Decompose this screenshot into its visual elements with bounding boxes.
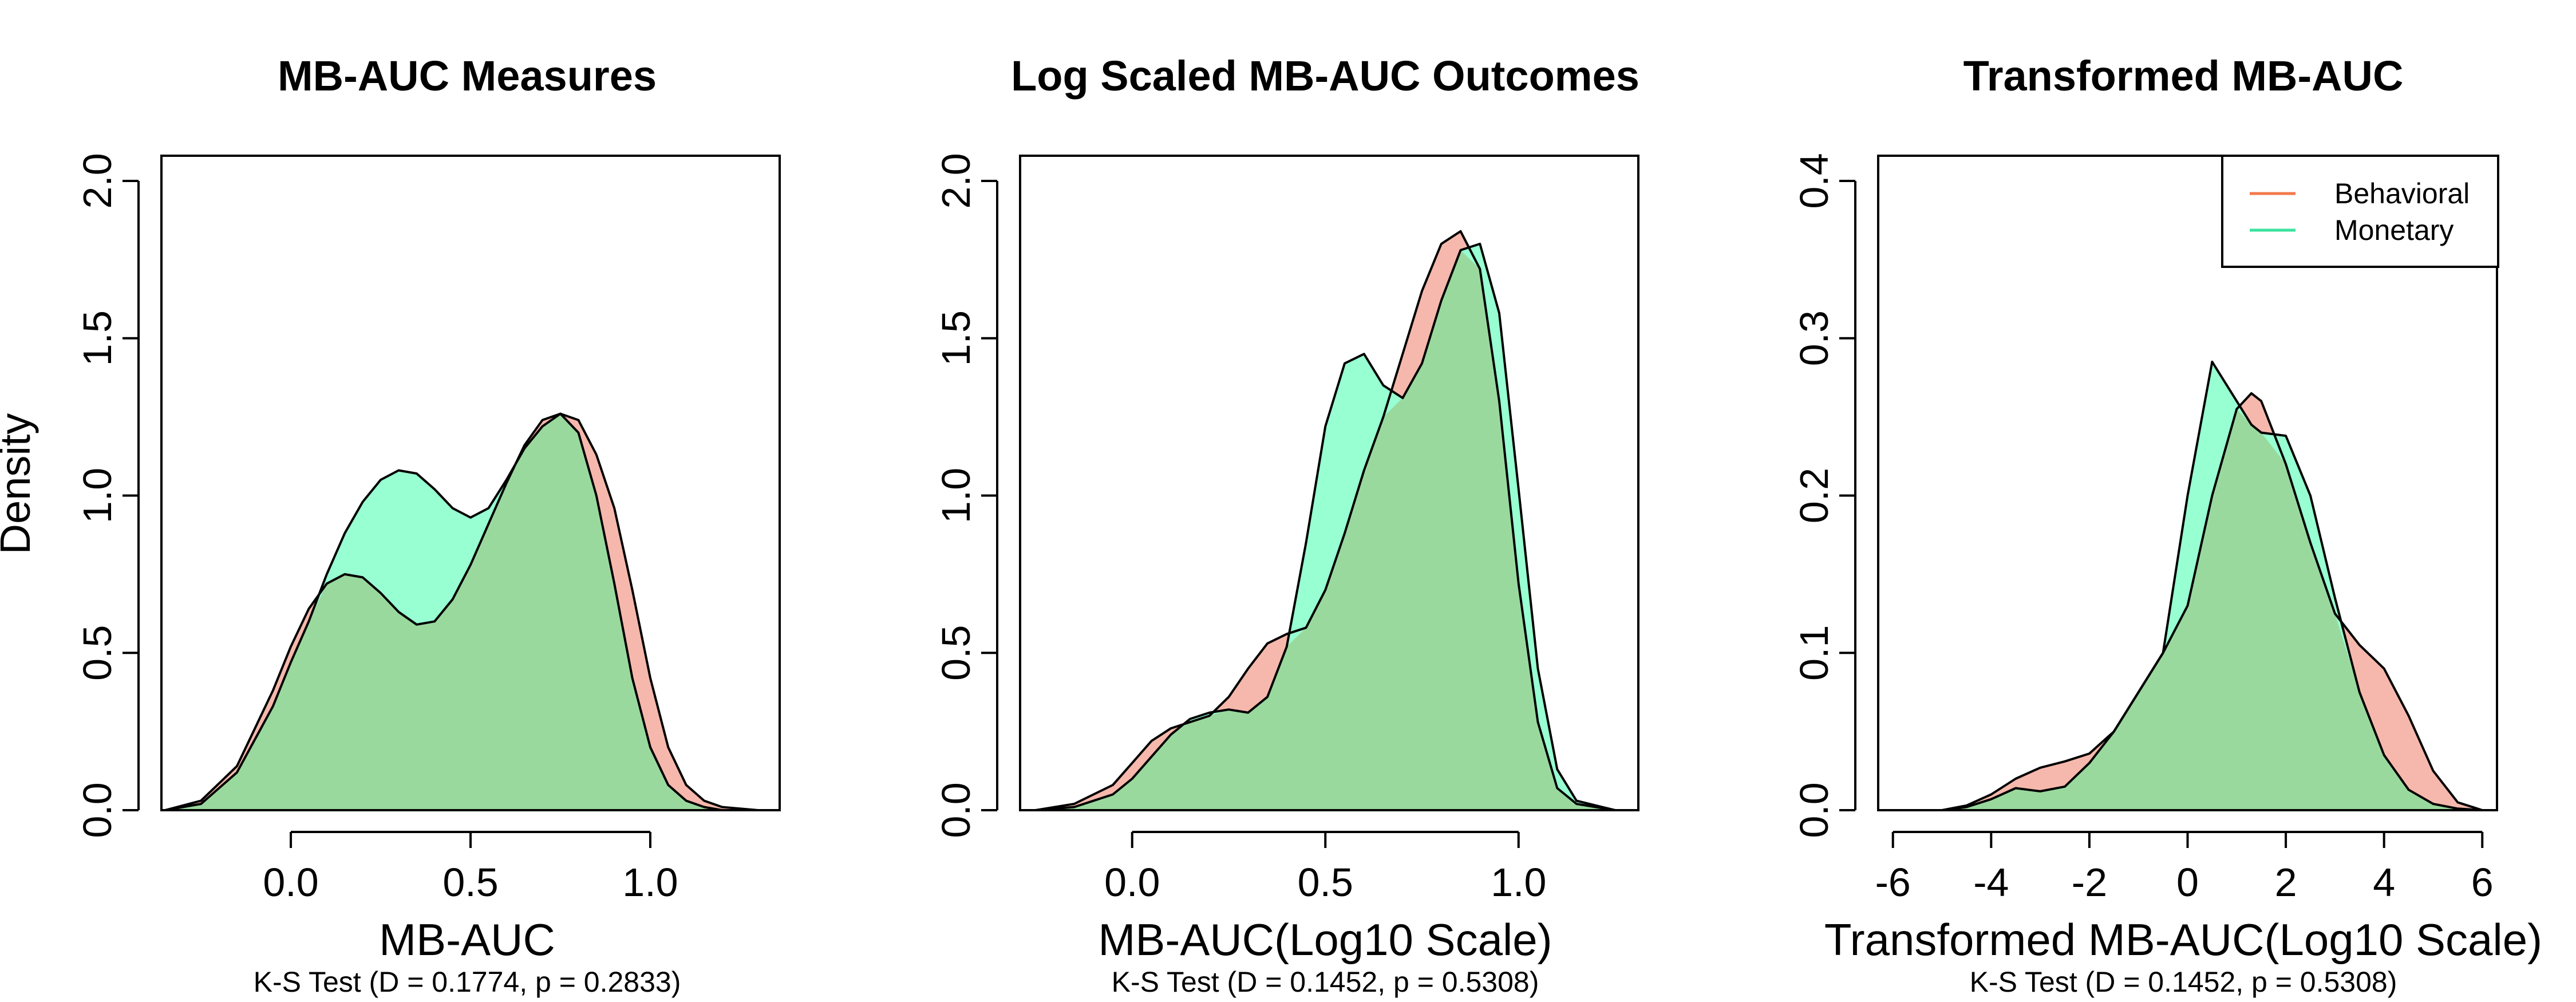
plot-area: 0.0 0.5 1.0 0.0 0.5 1.0 1.5 2.0 [934, 153, 1639, 905]
density-areas [164, 412, 760, 810]
y-tick-label: 0.0 [75, 782, 120, 838]
panel-transformed-mb-auc: Transformed MB-AUC -6 -4 -2 0 2 4 60.00.10.20.… [1792, 52, 2542, 998]
ks-test-caption: K-S Test (D = 0.1452, p = 0.5308) [1112, 966, 1539, 998]
x-tick-label: 0.5 [442, 860, 498, 905]
y-tick-label: 1.5 [934, 310, 978, 366]
x-axis: -6 -4 -2 0 2 4 6 [1875, 831, 2494, 905]
y-tick-label: 0.5 [75, 625, 120, 681]
x-axis-label: MB-AUC [379, 914, 555, 965]
x-tick-label: 2 [2275, 860, 2297, 905]
y-tick-label: 1.0 [75, 468, 120, 523]
x-axis-label: Transformed MB-AUC(Log10 Scale) [1824, 914, 2542, 965]
x-tick-label: -6 [1875, 860, 1911, 905]
x-axis: 0.0 0.5 1.0 [1104, 831, 1546, 905]
x-axis: 0.0 0.5 1.0 [263, 831, 678, 905]
legend: Behavioral Monetary [2221, 155, 2499, 268]
panel-title: MB-AUC Measures [278, 52, 657, 100]
behavioral-density-line [164, 412, 760, 810]
panel-mb-auc-measures: MB-AUC Measures 0.0 0.5 1.0 0.0 0.5 1.0 1.5 2.0… [75, 52, 781, 998]
y-tick-label: 0.2 [1792, 468, 1836, 523]
plot-area: -6 -4 -2 0 2 4 6 0.0 0.1 0.2 0.3 0.4 [1792, 153, 2498, 905]
legend-box [2221, 155, 2499, 268]
legend-label-monetary: Monetary [2334, 214, 2453, 246]
plot-frame [1877, 155, 2498, 811]
panel-log-scaled-mb-auc: Log Scaled MB-AUC Outcomes 0.0 0.5 1.00.00… [934, 52, 1639, 998]
ks-test-caption: K-S Test (D = 0.1452, p = 0.5308) [1970, 966, 2397, 998]
y-tick-label: 1.0 [934, 468, 978, 523]
x-tick-label: 4 [2373, 860, 2395, 905]
overlap-density-area [165, 413, 758, 810]
panel-title: Transformed MB-AUC [1963, 52, 2404, 100]
monetary-density-line [164, 412, 760, 810]
plot-area: 0.0 0.5 1.0 0.0 0.5 1.0 1.5 2.0 [75, 153, 781, 905]
y-tick-label: 0.0 [1792, 782, 1836, 838]
panel-title: Log Scaled MB-AUC Outcomes [1011, 52, 1639, 100]
x-tick-label: -4 [1973, 860, 2009, 905]
x-tick-label: -2 [2072, 860, 2107, 905]
x-tick-label: 0.5 [1298, 860, 1353, 905]
plot-frame [1019, 155, 1639, 811]
overlap-density-area [1942, 409, 2483, 810]
x-tick-label: 1.0 [622, 860, 678, 905]
monetary-density-line [1034, 242, 1617, 810]
ks-test-caption: K-S Test (D = 0.1774, p = 0.2833) [254, 966, 681, 998]
y-tick-label: 0.0 [934, 782, 978, 838]
behavioral-density-line [1941, 392, 2484, 810]
y-axis-label: Density [0, 413, 39, 555]
legend-label-behavioral: Behavioral [2334, 177, 2470, 210]
plot-frame [160, 155, 781, 811]
y-axis: 0.0 0.5 1.0 1.5 2.0 [934, 153, 998, 838]
y-axis: 0.0 0.5 1.0 1.5 2.0 [75, 153, 140, 838]
overlap-density-area [1036, 250, 1615, 810]
x-tick-label: 0.0 [263, 860, 318, 905]
x-tick-label: 1.0 [1491, 860, 1546, 905]
y-tick-label: 0.4 [1792, 153, 1836, 208]
y-tick-label: 1.5 [75, 310, 120, 366]
x-axis-label: MB-AUC(Log10 Scale) [1098, 914, 1552, 965]
y-tick-label: 0.5 [934, 625, 978, 681]
x-tick-label: 0 [2176, 860, 2199, 905]
x-tick-label: 0.0 [1104, 860, 1160, 905]
y-tick-label: 2.0 [75, 153, 120, 208]
behavioral-density-line [1034, 230, 1617, 810]
y-tick-label: 2.0 [934, 153, 978, 208]
density-areas [1034, 230, 1617, 810]
y-tick-label: 0.1 [1792, 625, 1836, 681]
density-areas [1941, 360, 2484, 810]
y-tick-label: 0.3 [1792, 310, 1836, 366]
x-tick-label: 6 [2471, 860, 2494, 905]
y-axis: 0.0 0.1 0.2 0.3 0.4 [1792, 153, 1856, 838]
monetary-density-line [1941, 360, 2484, 810]
